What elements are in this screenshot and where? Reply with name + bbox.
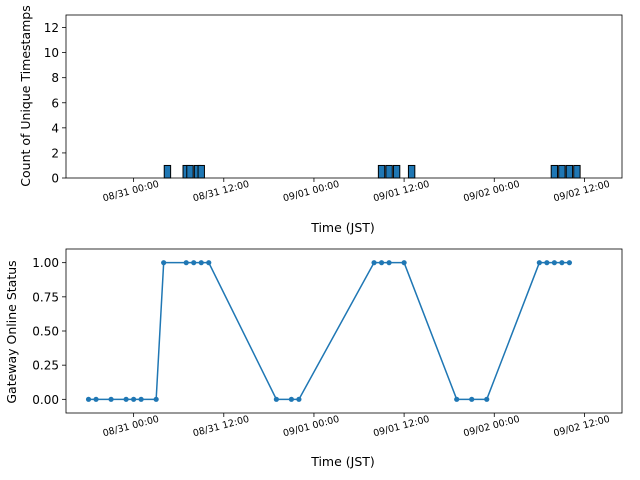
count-bar — [407, 164, 416, 179]
status-point — [544, 260, 550, 266]
y-tick-label: 0.25 — [32, 359, 59, 373]
count-bar — [392, 164, 401, 179]
top-x-axis-label: Time (JST) — [310, 220, 375, 235]
x-tick-label: 09/02 00:00 — [462, 179, 521, 205]
count-bar — [550, 164, 559, 179]
x-tick-label: 09/01 12:00 — [372, 414, 431, 440]
y-tick-label: 0.50 — [32, 325, 59, 339]
y-tick-label: 6 — [51, 96, 59, 110]
top-y-axis-label: Count of Unique Timestamps — [18, 5, 33, 186]
count-bar — [377, 164, 386, 179]
status-point — [138, 396, 144, 402]
bottom-x-axis-label: Time (JST) — [310, 454, 375, 469]
status-chart: 0.00 0.25 0.50 0.75 1.00 08/31 00:00 08/31 12:… — [32, 248, 623, 440]
status-point — [469, 396, 475, 402]
status-point — [536, 260, 542, 266]
status-point — [123, 396, 129, 402]
top-plot-frame — [65, 14, 623, 179]
x-tick-label: 09/02 00:00 — [462, 414, 521, 440]
bottom-y-axis-label: Gateway Online Status — [4, 260, 19, 403]
status-point — [559, 260, 565, 266]
status-point — [454, 396, 460, 402]
status-point — [273, 396, 279, 402]
bottom-plot-frame — [65, 248, 623, 414]
status-point — [161, 260, 167, 266]
y-tick-label: 8 — [51, 71, 59, 85]
status-point — [551, 260, 557, 266]
x-tick-label: 09/02 12:00 — [552, 414, 611, 440]
status-point — [288, 396, 295, 402]
y-tick-label: 0.75 — [32, 290, 59, 304]
status-point — [85, 396, 92, 402]
status-point — [386, 260, 392, 266]
count-bar — [163, 164, 172, 179]
status-point — [108, 396, 114, 402]
x-tick-label: 08/31 00:00 — [102, 179, 161, 205]
x-tick-label: 09/01 00:00 — [282, 179, 341, 205]
count-bar — [573, 164, 581, 179]
count-bar — [385, 164, 393, 179]
x-tick-label: 08/31 12:00 — [192, 179, 251, 205]
status-line — [88, 261, 570, 401]
count-chart: 0 2 4 6 8 10 12 08/31 00:00 08/31 12:00 09/01 00:… — [44, 14, 623, 205]
y-tick-label: 10 — [44, 46, 59, 60]
x-tick-label: 09/02 12:00 — [552, 179, 611, 205]
status-point — [131, 396, 137, 402]
y-tick-label: 0 — [51, 172, 59, 186]
status-point — [484, 396, 490, 402]
status-point — [566, 260, 573, 266]
status-point — [206, 260, 212, 266]
status-point — [401, 260, 407, 266]
x-tick-label: 09/01 12:00 — [372, 179, 431, 205]
status-point — [191, 260, 197, 266]
status-point — [198, 260, 204, 266]
y-tick-label: 0.00 — [32, 393, 59, 407]
count-bar — [186, 164, 194, 179]
x-tick-label: 08/31 00:00 — [102, 414, 161, 440]
status-point — [183, 260, 189, 266]
status-point — [296, 396, 302, 402]
count-bar — [565, 164, 574, 179]
count-bar — [197, 164, 205, 179]
y-tick-label: 12 — [44, 21, 59, 35]
x-tick-label: 09/01 00:00 — [282, 414, 341, 440]
y-tick-label: 2 — [51, 146, 59, 160]
y-tick-label: 4 — [51, 121, 59, 135]
status-point — [153, 396, 159, 402]
status-point — [93, 396, 99, 402]
y-tick-label: 1.00 — [32, 256, 59, 270]
status-point — [371, 260, 377, 266]
x-tick-label: 08/31 12:00 — [192, 414, 251, 440]
count-bar — [558, 164, 566, 179]
status-point — [378, 260, 385, 266]
